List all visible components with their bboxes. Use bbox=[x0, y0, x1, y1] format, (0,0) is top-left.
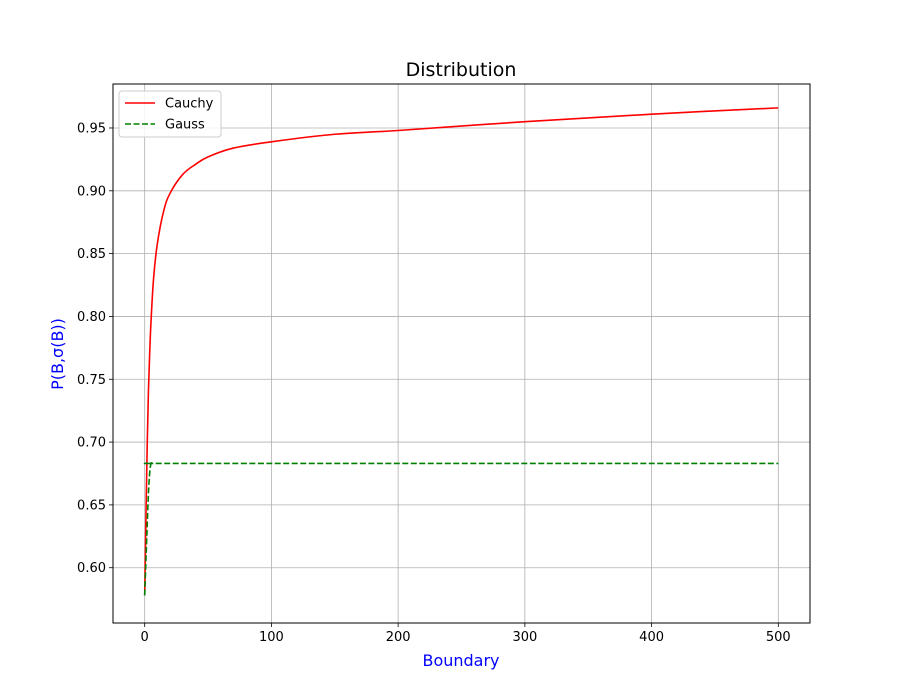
x-tick-label: 500 bbox=[766, 630, 791, 645]
y-tick-label: 0.60 bbox=[77, 561, 106, 576]
y-tick-label: 0.75 bbox=[77, 373, 106, 388]
y-tick-label: 0.85 bbox=[77, 247, 106, 262]
legend-label-cauchy: Cauchy bbox=[165, 97, 214, 112]
y-axis-label: P(B,σ(B)) bbox=[48, 318, 67, 390]
x-tick-label: 200 bbox=[386, 630, 411, 645]
y-tick-label: 0.80 bbox=[77, 310, 106, 325]
y-tick-label: 0.65 bbox=[77, 498, 106, 513]
grid bbox=[113, 84, 810, 623]
chart-title: Distribution bbox=[406, 59, 517, 81]
legend-label-gauss: Gauss bbox=[165, 118, 205, 133]
x-axis-label: Boundary bbox=[422, 651, 499, 670]
y-tick-label: 0.95 bbox=[77, 121, 106, 136]
legend: Cauchy Gauss bbox=[118, 90, 222, 138]
x-tick-label: 400 bbox=[639, 630, 664, 645]
x-tick-label: 0 bbox=[141, 630, 149, 645]
axis-ticks: 0 100 200 300 400 500 0.60 0.65 0.70 0.75 0.80 0.85… bbox=[77, 121, 791, 645]
y-tick-label: 0.70 bbox=[77, 436, 106, 451]
x-tick-label: 100 bbox=[259, 630, 284, 645]
plot-series bbox=[143, 107, 779, 596]
y-tick-label: 0.90 bbox=[77, 184, 106, 199]
plot-area-frame bbox=[112, 83, 811, 624]
series-line-gauss bbox=[143, 461, 779, 596]
series-line-cauchy bbox=[143, 107, 779, 596]
x-tick-label: 300 bbox=[512, 630, 537, 645]
